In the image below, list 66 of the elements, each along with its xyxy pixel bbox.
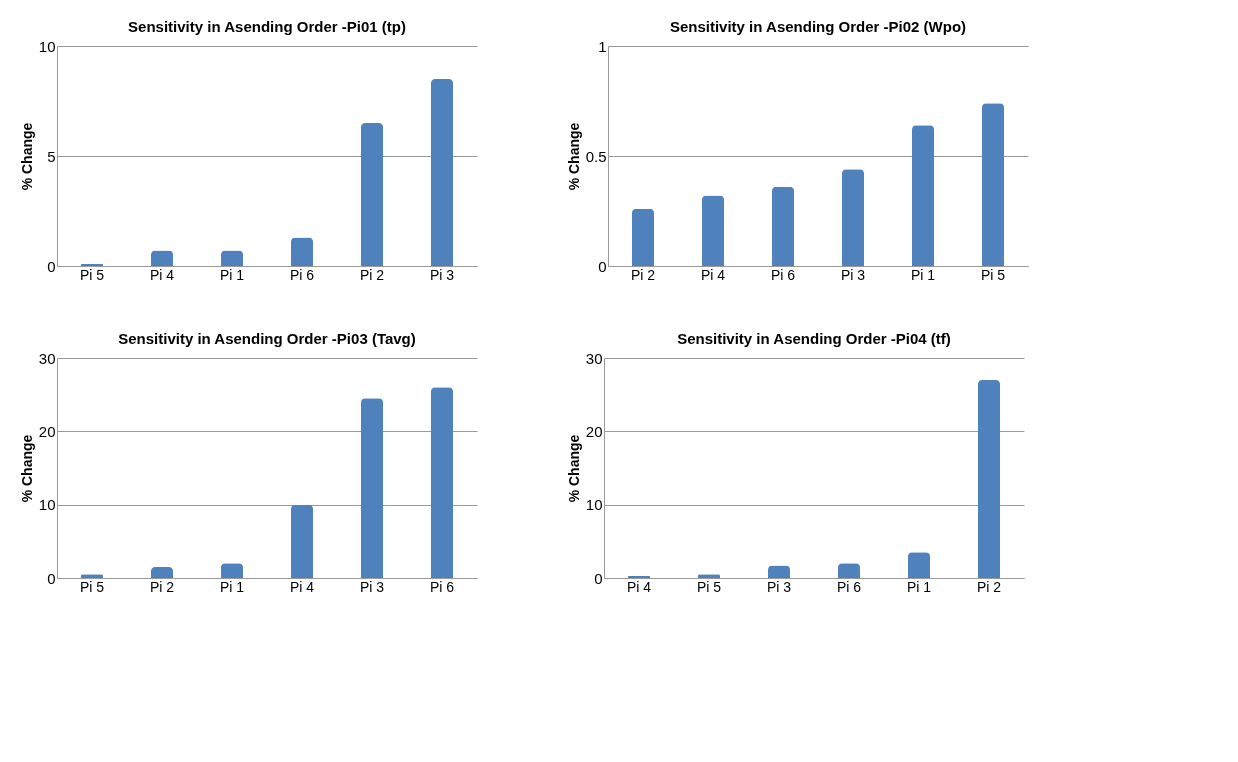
x-tick-label: Pi 5 bbox=[696, 578, 722, 595]
x-tick-label: Pi 4 bbox=[289, 578, 315, 595]
bar bbox=[151, 567, 173, 578]
bar bbox=[221, 563, 243, 578]
x-tick-label: Pi 3 bbox=[429, 266, 455, 283]
x-tick-label: Pi 1 bbox=[910, 266, 936, 283]
bar bbox=[772, 186, 794, 266]
bar bbox=[912, 125, 934, 266]
x-tick-label: Pi 6 bbox=[770, 266, 796, 283]
chart-title: Sensitivity in Asending Order -Pi02 (Wpo) bbox=[669, 18, 967, 35]
x-tick-label: Pi 5 bbox=[79, 266, 105, 283]
y-axis-title: % Change bbox=[18, 122, 35, 191]
y-tick-label: 0 bbox=[594, 569, 603, 587]
x-tick-label: Pi 2 bbox=[359, 266, 385, 283]
bar bbox=[361, 123, 383, 266]
x-tick-label: Pi 1 bbox=[906, 578, 932, 595]
x-tick-label: Pi 4 bbox=[700, 266, 726, 283]
bar bbox=[842, 169, 864, 266]
y-tick-label: 1 bbox=[598, 37, 607, 55]
y-tick-label: 5 bbox=[47, 147, 56, 165]
y-tick-label: 20 bbox=[38, 422, 56, 440]
x-tick-label: Pi 2 bbox=[630, 266, 656, 283]
x-tick-label: Pi 3 bbox=[766, 578, 792, 595]
bar bbox=[702, 195, 724, 266]
bar bbox=[221, 250, 243, 266]
y-axis-title: % Change bbox=[565, 434, 582, 503]
y-tick-label: 0 bbox=[598, 257, 607, 275]
x-tick-label: Pi 1 bbox=[219, 578, 245, 595]
x-tick-label: Pi 1 bbox=[219, 266, 245, 283]
y-axis-title: % Change bbox=[18, 434, 35, 503]
bar bbox=[431, 79, 453, 266]
y-tick-label: 30 bbox=[38, 349, 56, 367]
y-tick-label: 20 bbox=[585, 422, 603, 440]
y-tick-label: 30 bbox=[585, 349, 603, 367]
x-tick-label: Pi 3 bbox=[359, 578, 385, 595]
bar bbox=[768, 565, 790, 578]
y-tick-label: 10 bbox=[38, 37, 56, 55]
bar bbox=[632, 208, 654, 266]
x-tick-label: Pi 3 bbox=[840, 266, 866, 283]
y-tick-label: 0 bbox=[47, 569, 56, 587]
x-tick-label: Pi 6 bbox=[289, 266, 315, 283]
bar bbox=[431, 387, 453, 578]
x-tick-label: Pi 2 bbox=[149, 578, 175, 595]
y-axis-title: % Change bbox=[565, 122, 582, 191]
x-tick-label: Pi 6 bbox=[429, 578, 455, 595]
bar bbox=[151, 250, 173, 266]
x-tick-label: Pi 5 bbox=[79, 578, 105, 595]
bar bbox=[978, 380, 1000, 578]
bar bbox=[291, 237, 313, 266]
x-tick-label: Pi 5 bbox=[980, 266, 1006, 283]
bar bbox=[361, 398, 383, 578]
y-tick-label: 10 bbox=[585, 496, 603, 514]
bar bbox=[838, 563, 860, 578]
y-tick-label: 0 bbox=[47, 257, 56, 275]
bar bbox=[908, 552, 930, 578]
y-tick-label: 0.5 bbox=[585, 147, 607, 165]
chart-title: Sensitivity in Asending Order -Pi03 (Tavg) bbox=[118, 330, 416, 347]
bar bbox=[291, 504, 313, 578]
chart-title: Sensitivity in Asending Order -Pi01 (tp) bbox=[128, 18, 406, 35]
bar bbox=[982, 103, 1004, 266]
chart-title: Sensitivity in Asending Order -Pi04 (tf) bbox=[677, 330, 951, 347]
x-tick-label: Pi 4 bbox=[626, 578, 652, 595]
x-tick-label: Pi 6 bbox=[836, 578, 862, 595]
x-tick-label: Pi 4 bbox=[149, 266, 175, 283]
y-tick-label: 10 bbox=[38, 496, 56, 514]
x-tick-label: Pi 2 bbox=[976, 578, 1002, 595]
